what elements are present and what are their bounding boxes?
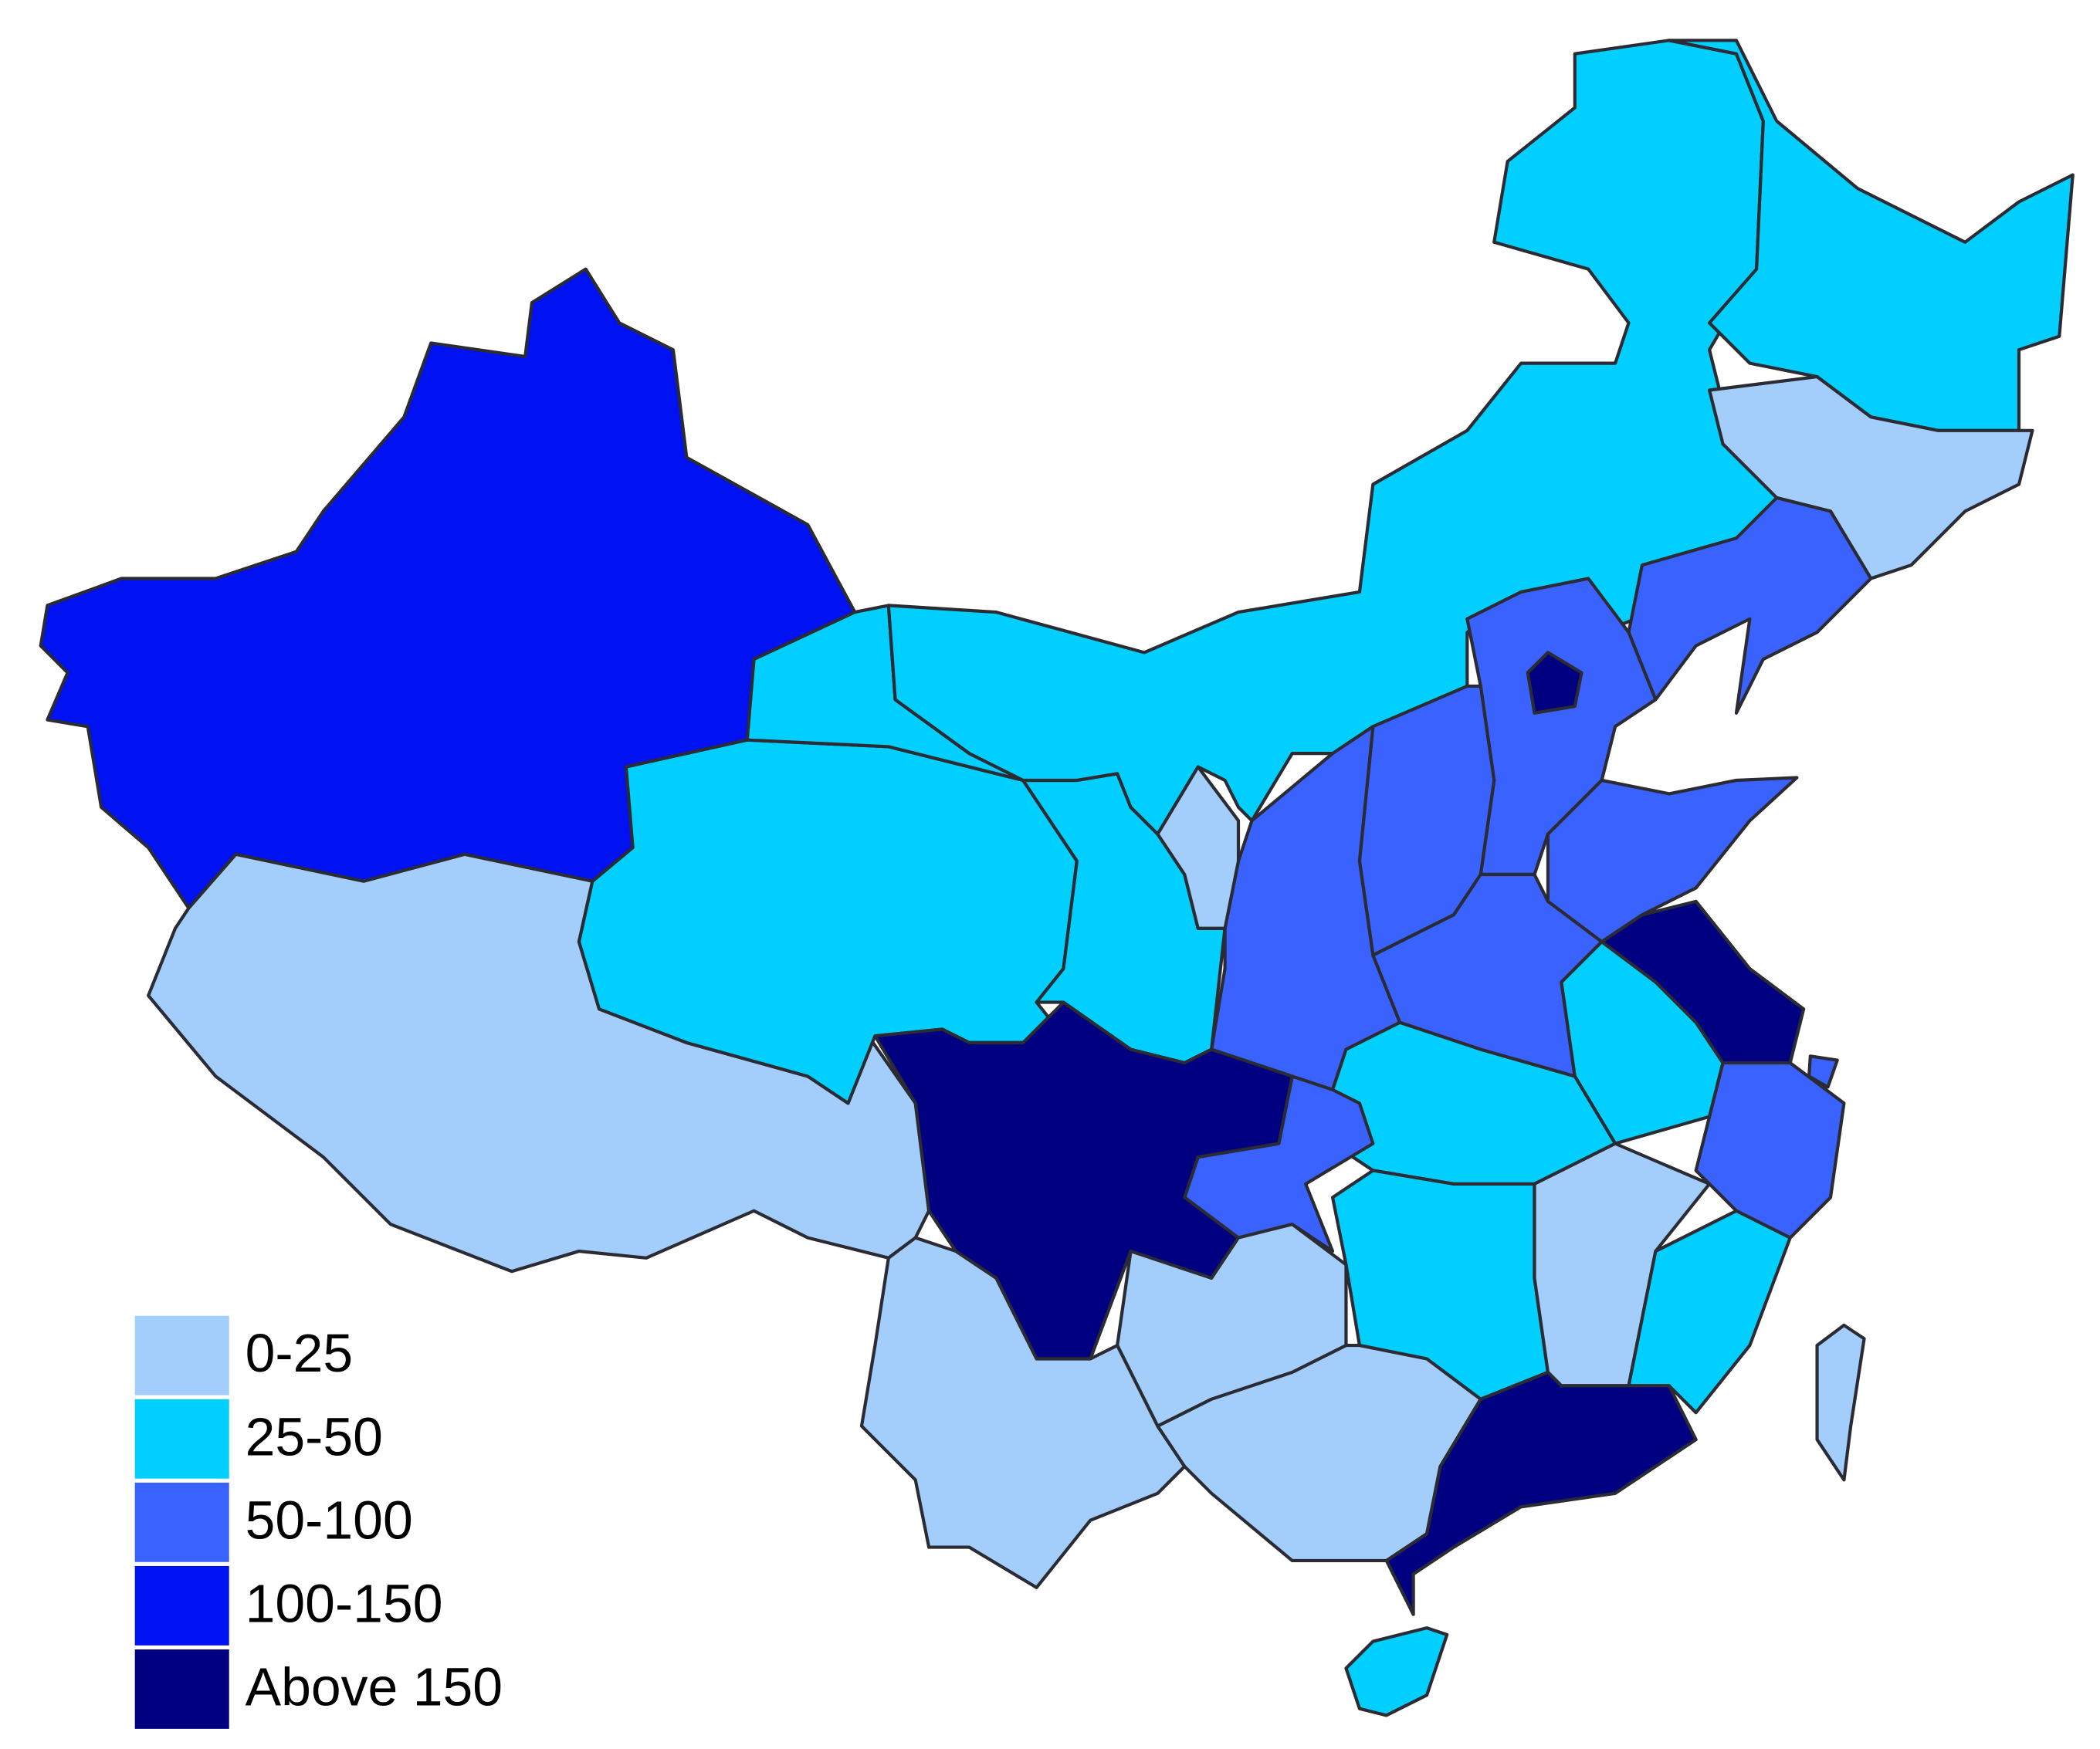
legend-swatch xyxy=(134,1482,229,1562)
legend-swatch xyxy=(134,1565,229,1646)
region xyxy=(1526,651,1583,715)
legend-label: 25-50 xyxy=(246,1406,383,1467)
legend-label: Above 150 xyxy=(246,1656,503,1717)
legend-label: 50-100 xyxy=(246,1490,413,1550)
legend: 0-25 25-50 50-100 100-150 Above 150 xyxy=(134,1315,503,1729)
region xyxy=(886,39,1833,836)
legend-label: 0-25 xyxy=(246,1323,354,1383)
region xyxy=(859,1236,1187,1589)
legend-swatch xyxy=(134,1399,229,1479)
region xyxy=(1694,1061,1846,1240)
legend-label: 100-150 xyxy=(246,1573,443,1633)
legend-swatch xyxy=(134,1649,229,1729)
region xyxy=(1156,765,1241,930)
region xyxy=(1815,1323,1866,1482)
regions xyxy=(39,39,2075,1717)
region xyxy=(1344,1626,1449,1717)
region xyxy=(1384,1370,1698,1616)
region xyxy=(1807,1054,1839,1089)
legend-swatch xyxy=(134,1315,229,1395)
